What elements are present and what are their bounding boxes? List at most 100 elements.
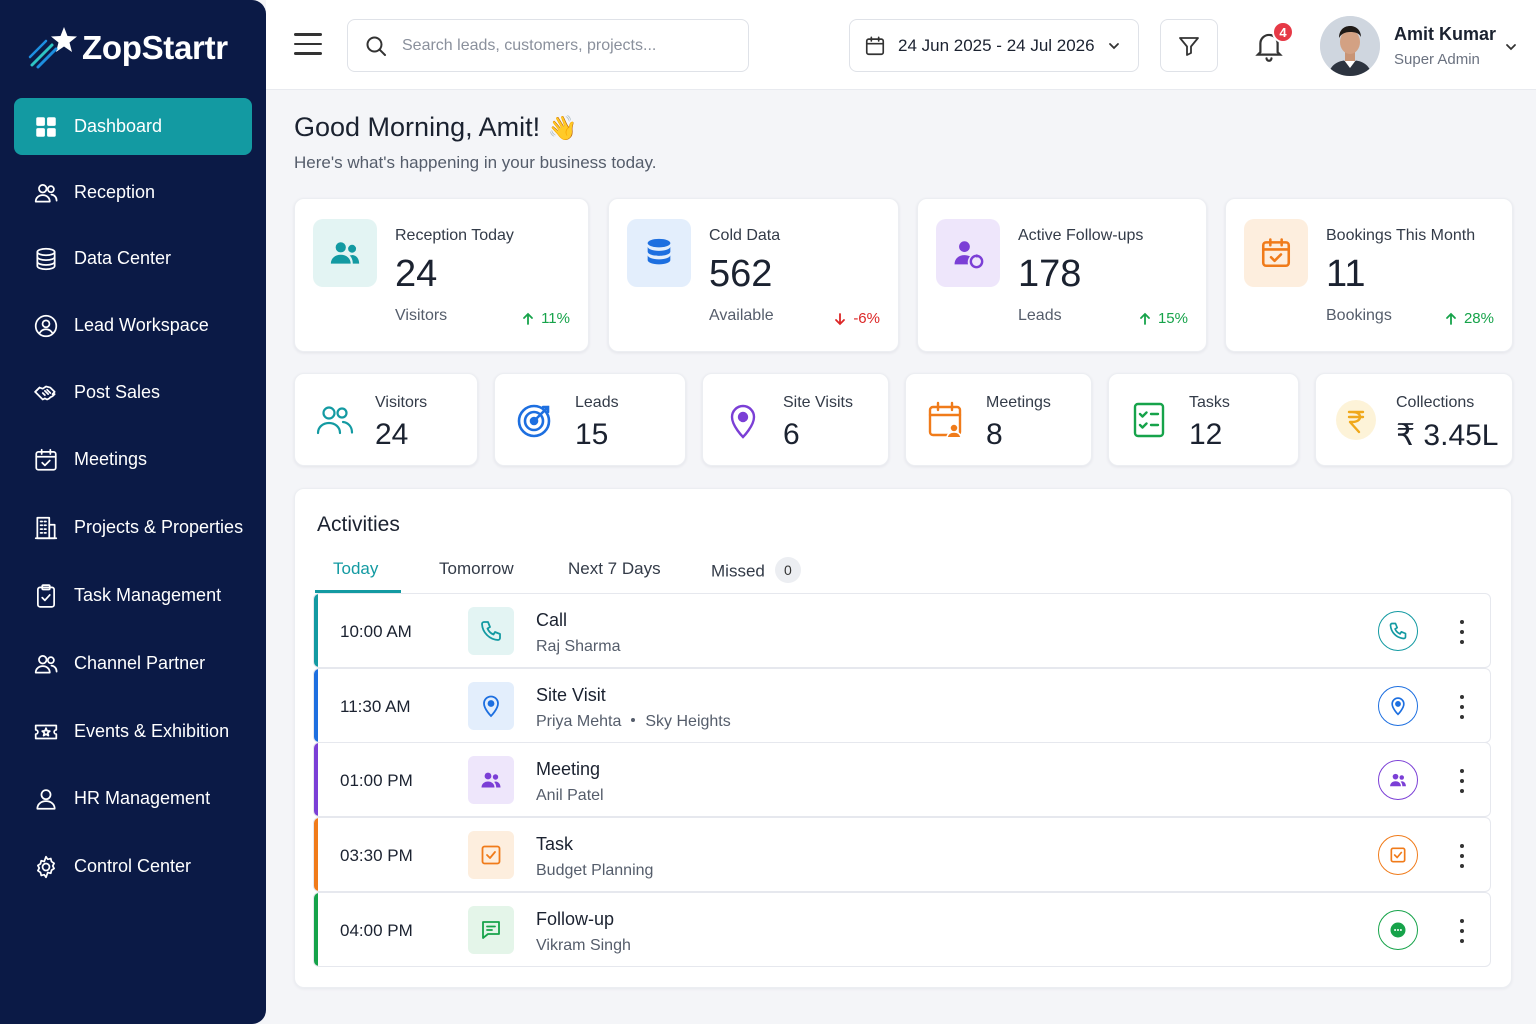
- sidebar-item-control-center[interactable]: Control Center: [14, 838, 252, 895]
- stat-value: 12: [1189, 418, 1223, 451]
- sidebar-item-task-management[interactable]: Task Management: [14, 567, 252, 624]
- sidebar-item-events-exhibition[interactable]: Events & Exhibition: [14, 703, 252, 760]
- activity-subtitle: Vikram Singh: [536, 937, 631, 955]
- location-pin-icon: [1391, 697, 1405, 716]
- stat-label: Site Visits: [783, 394, 853, 411]
- brand-logo[interactable]: ZopStartr: [28, 22, 228, 74]
- activity-location: Sky Heights: [645, 713, 731, 730]
- user-role: Super Admin: [1394, 51, 1480, 68]
- sidebar-item-label: Reception: [74, 182, 156, 202]
- task-action-button[interactable]: [1378, 835, 1418, 875]
- activity-time: 04:00 PM: [340, 921, 413, 940]
- user-refresh-icon: [936, 219, 1000, 287]
- ticket-icon: [32, 718, 60, 746]
- activity-color-bar: [314, 893, 318, 966]
- stat-card-visitors[interactable]: Visitors 24: [294, 373, 478, 466]
- sidebar-item-label: HR Management: [74, 788, 211, 808]
- sidebar-item-post-sales[interactable]: Post Sales: [14, 364, 252, 421]
- kpi-trend-value: -6%: [853, 310, 880, 327]
- group-icon: [313, 219, 377, 287]
- kpi-trend: -6%: [833, 310, 880, 327]
- activity-subtitle: Priya Mehta Sky Heights: [536, 713, 731, 731]
- kpi-sub: Leads: [1018, 307, 1062, 324]
- more-options-icon[interactable]: [1452, 769, 1472, 793]
- tab-missed-label: Missed: [711, 561, 765, 581]
- search-icon: [366, 36, 386, 56]
- location-action-button[interactable]: [1378, 686, 1418, 726]
- follow-up-action-button[interactable]: [1378, 910, 1418, 950]
- sidebar-item-dashboard[interactable]: Dashboard: [14, 98, 252, 155]
- stat-card-meetings[interactable]: Meetings 8: [905, 373, 1092, 466]
- search-input[interactable]: [402, 36, 722, 55]
- sidebar-item-channel-partner[interactable]: Channel Partner: [14, 635, 252, 692]
- sidebar-item-hr-management[interactable]: HR Management: [14, 770, 252, 827]
- kpi-label: Cold Data: [709, 227, 781, 244]
- activities-panel: Activities Today Tomorrow Next 7 Days Mi…: [294, 488, 1512, 988]
- database-icon: [32, 245, 60, 273]
- tab-today[interactable]: Today: [333, 559, 379, 578]
- activity-row[interactable]: 03:30 PM Task Budget Planning: [313, 817, 1491, 892]
- stat-card-site-visits[interactable]: Site Visits 6: [702, 373, 889, 466]
- sidebar-item-reception[interactable]: Reception: [14, 164, 252, 221]
- kpi-value: 562: [709, 253, 773, 295]
- sidebar-item-lead-workspace[interactable]: Lead Workspace: [14, 297, 252, 354]
- user-photo-icon: [1320, 16, 1380, 76]
- group-icon: [468, 756, 514, 804]
- calendar-check-icon: [1244, 219, 1308, 287]
- sidebar-item-projects-properties[interactable]: Projects & Properties: [14, 499, 252, 556]
- notifications-button[interactable]: 4: [1254, 21, 1294, 64]
- filter-button[interactable]: [1160, 19, 1218, 72]
- user-name[interactable]: Amit Kumar: [1394, 24, 1497, 44]
- activity-color-bar: [314, 669, 318, 742]
- menu-icon[interactable]: [294, 33, 322, 57]
- kpi-label: Reception Today: [395, 227, 514, 244]
- tab-tomorrow[interactable]: Tomorrow: [439, 559, 514, 578]
- target-icon: [513, 398, 557, 442]
- chat-bubble-icon: [1390, 922, 1406, 938]
- tab-next-7-days[interactable]: Next 7 Days: [568, 559, 661, 578]
- kpi-card-bookings[interactable]: Bookings This Month 11 Bookings 28%: [1225, 198, 1513, 352]
- stat-card-leads[interactable]: Leads 15: [494, 373, 686, 466]
- calendar-icon: [865, 35, 885, 55]
- activity-row[interactable]: 11:30 AM Site Visit Priya Mehta Sky Heigh…: [313, 668, 1491, 743]
- meeting-action-button[interactable]: [1378, 760, 1418, 800]
- clipboard-icon: [32, 582, 60, 610]
- more-options-icon[interactable]: [1452, 695, 1472, 719]
- kpi-card-cold-data[interactable]: Cold Data 562 Available -6%: [608, 198, 899, 352]
- sidebar-item-data-center[interactable]: Data Center: [14, 230, 252, 287]
- kpi-sub: Bookings: [1326, 307, 1392, 324]
- activity-row[interactable]: 10:00 AM Call Raj Sharma: [313, 593, 1491, 668]
- activity-person: Vikram Singh: [536, 937, 631, 954]
- kpi-card-follow-ups[interactable]: Active Follow-ups 178 Leads 15%: [917, 198, 1207, 352]
- sidebar-item-label: Task Management: [74, 585, 222, 605]
- kpi-trend-value: 15%: [1157, 310, 1188, 327]
- activity-color-bar: [314, 594, 318, 667]
- stat-value: 6: [783, 418, 800, 451]
- user-menu-chevron-icon[interactable]: [1504, 40, 1518, 54]
- date-range-picker[interactable]: 24 Jun 2025 - 24 Jul 2026: [849, 19, 1139, 72]
- search-box[interactable]: [347, 19, 749, 72]
- stat-card-collections[interactable]: Collections ₹ 3.45L: [1315, 373, 1513, 466]
- call-action-button[interactable]: [1378, 611, 1418, 651]
- stat-card-tasks[interactable]: Tasks 12: [1108, 373, 1299, 466]
- kpi-value: 24: [395, 253, 438, 295]
- activity-person: Anil Patel: [536, 787, 604, 804]
- sidebar-item-label: Channel Partner: [74, 653, 206, 673]
- tab-missed[interactable]: Missed 0: [711, 557, 801, 593]
- kpi-card-reception[interactable]: Reception Today 24 Visitors 11%: [294, 198, 589, 352]
- kpi-trend: 28%: [1444, 310, 1494, 327]
- activity-time: 11:30 AM: [340, 697, 411, 716]
- activity-row[interactable]: 01:00 PM Meeting Anil Patel: [313, 742, 1491, 817]
- checkbox-icon: [1390, 847, 1406, 863]
- phone-icon: [1389, 622, 1407, 640]
- sidebar-item-meetings[interactable]: Meetings: [14, 431, 252, 488]
- activity-title: Site Visit: [536, 685, 606, 705]
- sidebar-item-label: Projects & Properties: [74, 517, 244, 537]
- activity-row[interactable]: 04:00 PM Follow-up Vikram Singh: [313, 892, 1491, 967]
- date-range-value: 24 Jun 2025 - 24 Jul 2026: [898, 35, 1095, 55]
- avatar[interactable]: [1320, 16, 1380, 76]
- more-options-icon[interactable]: [1452, 919, 1472, 943]
- activity-title: Call: [536, 610, 568, 630]
- more-options-icon[interactable]: [1452, 844, 1472, 868]
- more-options-icon[interactable]: [1452, 620, 1472, 644]
